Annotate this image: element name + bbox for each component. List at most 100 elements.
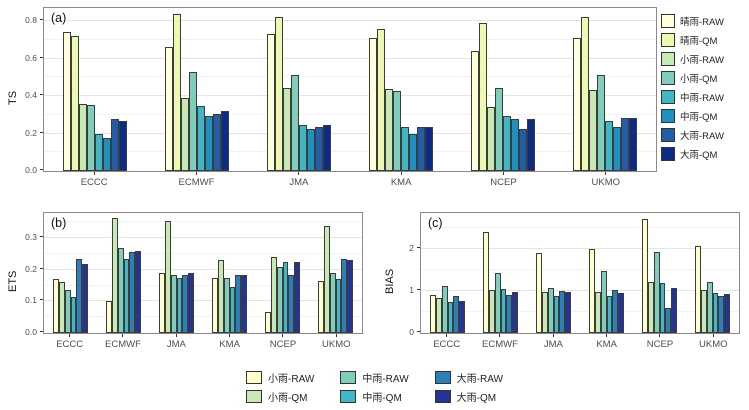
bar-中雨-QM: [306, 128, 315, 171]
y-tick-mark: [40, 299, 43, 301]
x-axis-slot: UKMO: [687, 334, 740, 350]
panel-c-label: (c): [428, 216, 443, 230]
bar-小雨-QM: [435, 297, 442, 333]
legend-label: 晴雨-RAW: [680, 17, 724, 28]
bar-中雨-RAW: [117, 247, 124, 333]
major-gridline: [44, 237, 362, 239]
bar-小雨-QM: [323, 225, 330, 333]
bar-大雨-QM: [424, 126, 433, 171]
minor-gridline: [44, 284, 362, 286]
legend-swatch: [340, 390, 357, 403]
legend-item: 小雨-RAW: [246, 370, 314, 385]
legend-label: 小雨-RAW: [680, 55, 724, 66]
x-axis-slot: UKMO: [555, 172, 657, 188]
bar-大雨-RAW: [182, 274, 189, 333]
x-tick-mark: [195, 172, 197, 175]
bar-大雨-RAW: [620, 117, 629, 171]
bars: [589, 213, 624, 333]
legend-swatch: [661, 33, 675, 47]
bar-小雨-QM: [700, 290, 707, 333]
bar-小雨-RAW: [212, 277, 218, 333]
x-tick-mark: [606, 334, 608, 337]
y-tick-mark: [40, 236, 43, 238]
bar-大雨-RAW: [212, 113, 221, 171]
bar-中雨-QM: [70, 296, 77, 333]
minor-gridline: [44, 221, 362, 223]
bars: [642, 213, 677, 333]
bar-小雨-RAW: [536, 253, 542, 333]
minor-gridline: [421, 268, 739, 270]
major-gridline: [421, 289, 739, 291]
bar-group-jma: [527, 213, 580, 333]
bar-中雨-QM: [712, 293, 719, 333]
y-tick-mark: [40, 19, 43, 21]
x-axis-slot: ECMWF: [473, 334, 526, 350]
y-tick-label: 0.0: [25, 165, 37, 175]
bar-小雨-RAW: [589, 89, 598, 171]
bar-小雨-QM: [58, 282, 65, 333]
legend-item: 大雨-QM: [661, 146, 724, 162]
bars: [695, 213, 730, 333]
y-tick-label: 0.6: [25, 52, 37, 63]
x-tick-label-jma: JMA: [289, 177, 309, 188]
bar-中雨-QM: [335, 279, 342, 333]
legend-label: 小雨-RAW: [268, 374, 315, 385]
bar-中雨-QM: [229, 287, 236, 333]
bar-晴雨-RAW: [267, 34, 276, 171]
major-gridline: [44, 132, 656, 134]
bar-小雨-QM: [270, 257, 277, 333]
bar-小雨-QM: [594, 291, 601, 333]
bar-group-eccc: [44, 213, 97, 333]
bar-小雨-RAW: [106, 301, 112, 333]
bar-大雨-RAW: [76, 258, 83, 333]
x-tick-mark: [335, 334, 337, 337]
legend-swatch: [661, 147, 675, 161]
bars: [63, 8, 127, 171]
y-tick-mark: [417, 331, 420, 332]
legend-label: 大雨-QM: [680, 150, 718, 161]
x-tick-mark: [502, 172, 504, 175]
panel-c-y-axis-title: BIAS: [384, 268, 396, 294]
bar-小雨-RAW: [79, 103, 88, 171]
bar-小雨-QM: [217, 260, 224, 333]
bar-大雨-QM: [565, 292, 571, 333]
bar-group-kma: [203, 213, 256, 333]
bar-大雨-RAW: [665, 307, 672, 333]
minor-gridline: [44, 316, 362, 318]
y-tick-label: 1: [409, 284, 414, 295]
legend-label: 中雨-QM: [680, 112, 718, 123]
legend-swatch: [246, 371, 263, 384]
bar-晴雨-RAW: [573, 37, 582, 171]
y-tick-mark: [417, 246, 420, 248]
bar-group-ukmo: [554, 8, 656, 171]
bar-中雨-RAW: [276, 266, 283, 333]
bars: [53, 213, 88, 333]
bar-大雨-RAW: [559, 290, 566, 333]
x-axis-slot: KMA: [350, 172, 452, 188]
bar-中雨-QM: [408, 133, 417, 171]
bar-中雨-RAW: [653, 252, 660, 333]
bar-小雨-RAW: [181, 97, 190, 171]
bar-中雨-RAW: [547, 287, 554, 333]
bars: [106, 213, 141, 333]
bar-中雨-QM: [553, 295, 560, 333]
bar-小雨-RAW: [283, 87, 292, 171]
bar-大雨-RAW: [314, 126, 323, 171]
bar-中雨-RAW: [401, 126, 409, 171]
bar-大雨-RAW: [718, 295, 725, 333]
panel-a: TS 0.0 0.2 0.4 0.6 0.8 (a) ECCC ECMWF JMA KMA NC…: [6, 7, 657, 188]
legend-item: 大雨-RAW: [661, 127, 724, 143]
minor-gridline: [44, 113, 656, 115]
y-tick-mark: [40, 56, 43, 58]
bar-中雨-RAW: [600, 271, 607, 333]
bar-中雨-RAW: [64, 290, 71, 333]
bar-中雨-QM: [102, 138, 111, 171]
panel-b-x-axis: ECCC ECMWF JMA KMA NCEP UKMO: [43, 334, 363, 350]
x-tick-label-jma: JMA: [166, 339, 186, 350]
bar-小雨-QM: [488, 289, 495, 333]
x-tick-mark: [400, 172, 402, 175]
bars: [267, 8, 331, 171]
bar-大雨-QM: [82, 263, 88, 333]
y-tick-mark: [40, 131, 43, 133]
legend-item: 大雨-QM: [434, 389, 503, 404]
